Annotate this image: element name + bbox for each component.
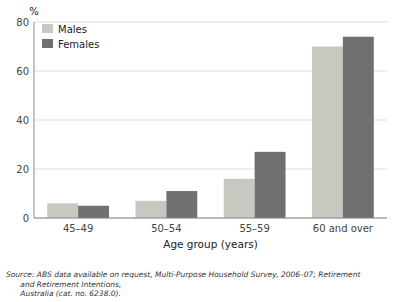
bar bbox=[135, 201, 166, 218]
bar bbox=[166, 191, 197, 218]
bar bbox=[255, 152, 286, 218]
legend-label: Females bbox=[58, 39, 99, 50]
legend: Males Females bbox=[42, 24, 99, 50]
bars bbox=[47, 37, 374, 218]
grid-line bbox=[34, 218, 387, 219]
bar bbox=[47, 203, 78, 218]
grid-line bbox=[34, 22, 387, 23]
y-axis-label: % bbox=[29, 6, 39, 17]
x-tick-label: 60 and over bbox=[313, 223, 374, 234]
grid bbox=[34, 22, 387, 218]
y-axis bbox=[34, 22, 35, 218]
chart: 0 20 40 60 80 45–49 50–54 55–59 60 and over Age g… bbox=[0, 0, 397, 302]
bar bbox=[343, 37, 374, 218]
source-note: Source: ABS data available on request, M… bbox=[6, 270, 361, 298]
source-line: and Retirement Intentions, bbox=[6, 280, 121, 289]
x-axis-label: Age group (years) bbox=[163, 238, 258, 250]
x-tick-label: 45–49 bbox=[63, 223, 93, 234]
y-tick-label: 20 bbox=[16, 164, 29, 175]
source-line: Australia (cat. no. 6238.0). bbox=[6, 289, 121, 298]
y-tick-label: 0 bbox=[23, 213, 29, 224]
y-tick-label: 80 bbox=[16, 17, 29, 28]
bar bbox=[224, 179, 255, 218]
legend-swatch bbox=[42, 24, 53, 33]
bar bbox=[312, 47, 343, 219]
source-line: Source: ABS data available on request, M… bbox=[6, 270, 361, 279]
y-tick-label: 40 bbox=[16, 115, 29, 126]
bar bbox=[78, 206, 109, 218]
x-tick-label: 55–59 bbox=[239, 223, 269, 234]
x-tick-label: 50–54 bbox=[151, 223, 181, 234]
legend-label: Males bbox=[58, 24, 87, 35]
y-tick-label: 60 bbox=[16, 66, 29, 77]
x-axis bbox=[34, 218, 387, 219]
legend-swatch bbox=[42, 39, 53, 48]
